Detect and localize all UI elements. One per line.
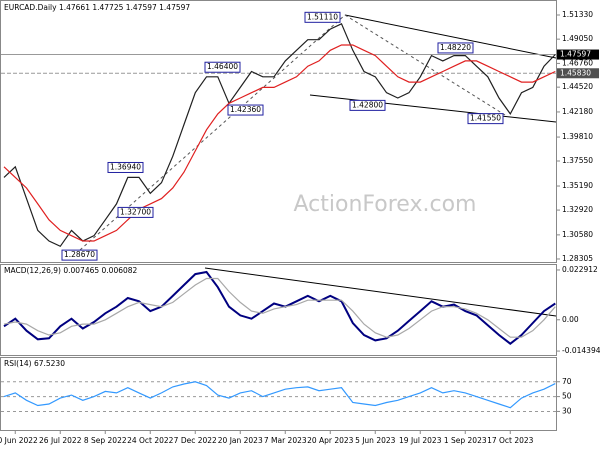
- y-tick-label: 30: [562, 406, 572, 415]
- x-tick-label: 24 Oct 2022: [127, 436, 174, 445]
- y-tick-label: -0.014394: [562, 346, 600, 355]
- level-label: 1.42800: [352, 100, 383, 109]
- level-label: 1.41550: [470, 114, 501, 123]
- series-line: [3, 277, 556, 338]
- series-line: [3, 22, 556, 248]
- x-tick-label: 7 Mar 2023: [264, 436, 307, 445]
- y-tick-label: 1.42180: [562, 107, 593, 116]
- y-tick-label: 1.44520: [562, 82, 593, 91]
- series-line: [3, 381, 556, 409]
- y-tick-label: 1.32920: [562, 205, 593, 214]
- series-line: [3, 270, 556, 345]
- level-box: [117, 206, 154, 218]
- y-tick-label: 1.37550: [562, 156, 593, 165]
- y-tick-label: 50: [562, 392, 572, 401]
- trendline: [344, 14, 557, 59]
- y-tick-label: 1.35190: [562, 181, 593, 190]
- level-box: [61, 249, 98, 261]
- x-tick-label: 8 Sep 2022: [84, 436, 127, 445]
- macd-title: MACD(12,26,9) 0.007465 0.006082: [4, 266, 138, 275]
- y-tick-label: 0.022912: [562, 265, 598, 274]
- x-tick-label: 10 Jun 2022: [0, 436, 38, 445]
- level-label: 1.32700: [120, 207, 151, 216]
- x-tick-label: 5 Jun 2023: [355, 436, 396, 445]
- level-label: 1.42360: [230, 105, 261, 114]
- level-box: [467, 113, 504, 125]
- y-tick-label: 1.28305: [562, 254, 593, 263]
- x-tick-label: 17 Oct 2023: [487, 436, 534, 445]
- y-tick-label: 1.39810: [562, 132, 593, 141]
- x-tick-label: 26 Jul 2022: [39, 436, 82, 445]
- price-panel: [0, 0, 557, 263]
- level-box: [304, 11, 341, 23]
- price-label: 1.45830: [560, 68, 591, 77]
- level-label: 1.48220: [440, 43, 471, 52]
- level-box: [204, 61, 241, 73]
- watermark: ActionForex.com: [294, 192, 477, 217]
- x-tick-label: 20 Jan 2023: [218, 436, 263, 445]
- level-box: [349, 99, 386, 111]
- x-tick-label: 20 Apr 2023: [307, 436, 354, 445]
- y-tick-label: 1.46760: [562, 58, 593, 67]
- level-label: 1.28670: [64, 250, 95, 259]
- macd-panel: [0, 264, 557, 356]
- trendline: [344, 14, 506, 116]
- level-box: [107, 161, 144, 173]
- level-label: 1.46400: [207, 62, 238, 71]
- price-title: EURCAD.Daily 1.47661 1.47725 1.47597 1.4…: [4, 3, 190, 12]
- price-box: [557, 49, 599, 60]
- y-tick-label: 70: [562, 377, 572, 386]
- rsi-panel: [0, 357, 557, 431]
- series-line: [3, 44, 556, 242]
- level-label: 1.36940: [110, 162, 141, 171]
- trendline: [204, 267, 557, 317]
- y-tick-label: 1.30580: [562, 230, 593, 239]
- y-tick-label: 1.49050: [562, 34, 593, 43]
- rsi-title: RSI(14) 67.5230: [4, 359, 65, 368]
- price-box: [557, 68, 599, 79]
- x-tick-label: 1 Sep 2023: [444, 436, 487, 445]
- level-box: [437, 42, 474, 54]
- y-tick-label: 1.51330: [562, 10, 593, 19]
- x-tick-label: 19 Jul 2023: [399, 436, 442, 445]
- trendline: [309, 94, 557, 123]
- y-tick-label: 0.00: [562, 315, 579, 324]
- level-label: 1.51110: [307, 12, 338, 21]
- x-tick-label: 7 Dec 2022: [174, 436, 217, 445]
- price-label: 1.47597: [560, 50, 591, 59]
- level-box: [227, 104, 264, 116]
